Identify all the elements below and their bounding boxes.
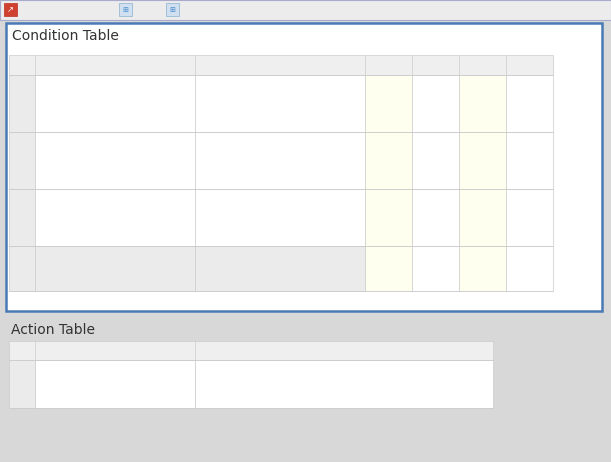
Text: DESCRIPTION: DESCRIPTION xyxy=(82,346,148,355)
Text: XEQ1:: XEQ1: xyxy=(200,91,234,101)
Bar xyxy=(9,55,553,75)
Text: T: T xyxy=(478,211,486,224)
Text: FROM THE ACTION TABLE: FROM THE ACTION TABLE xyxy=(200,271,329,280)
Bar xyxy=(412,75,459,132)
Bar xyxy=(195,132,365,189)
Bar xyxy=(35,75,195,132)
Text: Condition Table: Condition Table xyxy=(12,29,119,43)
Text: ▼: ▼ xyxy=(599,5,607,15)
Bar xyxy=(195,246,365,291)
Bar xyxy=(166,3,179,16)
Text: ⊞: ⊞ xyxy=(123,6,128,12)
Text: 1: 1 xyxy=(18,98,26,109)
Text: ▶: ▶ xyxy=(111,6,117,14)
Bar xyxy=(412,189,459,246)
Bar xyxy=(365,189,412,246)
Bar xyxy=(365,75,412,132)
Text: DESCRIPTION: DESCRIPTION xyxy=(82,60,148,70)
Text: z is equal to 1: z is equal to 1 xyxy=(40,213,118,223)
Text: T: T xyxy=(431,154,439,167)
Bar xyxy=(35,132,195,189)
Bar xyxy=(9,189,35,246)
Text: F: F xyxy=(385,211,392,224)
Text: F: F xyxy=(432,211,439,224)
Bar xyxy=(4,3,17,16)
Text: D2: D2 xyxy=(428,60,442,70)
Text: ttable: ttable xyxy=(182,5,213,15)
Bar xyxy=(9,360,35,408)
Text: D1: D1 xyxy=(382,60,395,70)
Bar xyxy=(506,132,553,189)
Bar xyxy=(459,246,506,291)
Text: F: F xyxy=(479,154,486,167)
Bar xyxy=(506,189,553,246)
Text: ↗: ↗ xyxy=(7,5,14,14)
Bar xyxy=(119,3,132,16)
Text: z == 1: z == 1 xyxy=(200,220,239,231)
Text: F: F xyxy=(385,154,392,167)
Bar xyxy=(35,246,195,291)
Bar xyxy=(195,360,493,408)
Bar xyxy=(35,189,195,246)
Text: ⊞: ⊞ xyxy=(170,6,175,12)
Bar xyxy=(506,75,553,132)
Text: -: - xyxy=(527,97,532,110)
Bar xyxy=(506,246,553,291)
Bar xyxy=(195,189,365,246)
Text: ACTIONS: SPECIFY A ROW: ACTIONS: SPECIFY A ROW xyxy=(200,257,331,266)
Bar xyxy=(9,341,493,360)
Bar xyxy=(9,75,35,132)
Bar xyxy=(9,246,35,291)
Text: 1: 1 xyxy=(18,379,26,389)
Text: ACTION: ACTION xyxy=(326,346,362,355)
Text: YEQ1:: YEQ1: xyxy=(200,147,233,158)
Text: y is equal to 1: y is equal to 1 xyxy=(40,156,119,165)
Bar xyxy=(0,0,611,20)
Text: 2: 2 xyxy=(18,156,26,165)
Text: ex_first_truth_table: ex_first_truth_table xyxy=(20,5,121,15)
Text: CONDITION: CONDITION xyxy=(252,60,308,70)
Bar xyxy=(35,360,195,408)
Text: D3: D3 xyxy=(475,60,489,70)
Bar xyxy=(365,246,412,291)
Bar xyxy=(6,23,602,311)
Text: -: - xyxy=(527,211,532,224)
Bar xyxy=(459,189,506,246)
Text: Chart: Chart xyxy=(135,5,164,15)
Bar xyxy=(9,132,35,189)
Bar xyxy=(412,132,459,189)
Text: x == 1: x == 1 xyxy=(200,107,240,116)
Bar xyxy=(459,75,506,132)
Text: D4: D4 xyxy=(522,60,536,70)
Bar xyxy=(412,246,459,291)
Text: -: - xyxy=(527,154,532,167)
Text: F: F xyxy=(479,97,486,110)
Text: x is equal to 1: x is equal to 1 xyxy=(40,98,119,109)
Text: ▶: ▶ xyxy=(158,6,164,14)
Text: F: F xyxy=(432,97,439,110)
Text: ZEQ1:: ZEQ1: xyxy=(200,205,234,214)
Bar xyxy=(365,132,412,189)
Text: y == 1: y == 1 xyxy=(200,164,240,174)
Bar xyxy=(459,132,506,189)
Text: 3: 3 xyxy=(18,213,26,223)
Text: Action Table: Action Table xyxy=(11,323,95,337)
Text: T: T xyxy=(385,97,392,110)
Bar xyxy=(195,75,365,132)
